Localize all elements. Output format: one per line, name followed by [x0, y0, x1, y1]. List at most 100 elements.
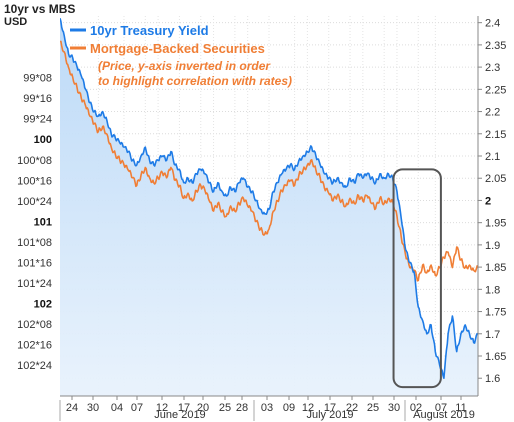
y-left-tick-9: 101*16 [17, 257, 52, 269]
treasury-point-1 [64, 35, 65, 36]
treasury-point-27 [175, 164, 176, 165]
treasury-point-28 [179, 169, 180, 170]
mbs-point-35 [209, 200, 210, 201]
treasury-point-85 [422, 320, 423, 321]
treasury-point-91 [448, 333, 449, 334]
x-tick-2: 04 [111, 402, 123, 414]
mbs-point-85 [422, 264, 423, 265]
treasury-point-62 [324, 173, 325, 174]
treasury-point-37 [217, 182, 218, 183]
mbs-point-54 [290, 180, 291, 181]
treasury-point-29 [183, 182, 184, 183]
treasury-point-38 [221, 191, 222, 192]
x-tick-5: 17 [178, 402, 190, 414]
mbs-point-79 [396, 216, 397, 217]
y-left-tick-7: 101 [34, 216, 52, 228]
mbs-point-41 [234, 211, 235, 212]
mbs-point-80 [401, 236, 402, 237]
y-left-unit: USD [4, 16, 27, 28]
treasury-point-25 [166, 160, 167, 161]
mbs-point-38 [221, 211, 222, 212]
y-right-tick-1: 2.35 [485, 40, 506, 52]
x-tick-3: 07 [131, 402, 143, 414]
mbs-point-61 [320, 177, 321, 178]
treasury-point-68 [349, 178, 350, 179]
mbs-point-2 [68, 67, 69, 68]
legend-label-mbs: Mortgage-Backed Securities [90, 41, 265, 56]
treasury-point-81 [405, 249, 406, 250]
y-right-tick-8: 2 [485, 195, 491, 207]
mbs-point-58 [307, 164, 308, 165]
mbs-point-95 [465, 267, 466, 268]
mbs-point-14 [119, 159, 120, 160]
mbs-point-57 [303, 169, 304, 170]
mbs-point-15 [123, 164, 124, 165]
mbs-point-6 [85, 105, 86, 106]
mbs-point-56 [298, 175, 299, 176]
y-right-tick-3: 2.25 [485, 84, 506, 96]
mbs-point-77 [388, 198, 389, 199]
y-left-tick-11: 102 [34, 299, 52, 311]
mbs-point-37 [217, 203, 218, 204]
chart-title: 10yr vs MBS [4, 2, 75, 16]
treasury-point-16 [128, 151, 129, 152]
treasury-point-93 [456, 351, 457, 352]
mbs-point-21 [149, 177, 150, 178]
y-left-tick-6: 100*24 [17, 196, 52, 208]
y-left-tick-13: 102*16 [17, 340, 52, 352]
month-label-0: June 2019 [154, 409, 205, 421]
mbs-point-50 [273, 211, 274, 212]
mbs-point-42 [239, 203, 240, 204]
x-tick-9: 03 [261, 402, 273, 414]
treasury-point-10 [102, 111, 103, 112]
treasury-point-36 [213, 191, 214, 192]
y-left-axis: 99*08 99*16 99*24 100 100*08 100*16 100*24 101 1… [17, 73, 52, 373]
treasury-point-95 [465, 324, 466, 325]
x-tick-6: 20 [197, 402, 209, 414]
treasury-point-66 [341, 182, 342, 183]
mbs-point-18 [136, 185, 137, 186]
mbs-point-12 [111, 146, 112, 147]
area-layer [60, 18, 478, 396]
treasury-point-70 [358, 173, 359, 174]
treasury-point-43 [243, 178, 244, 179]
y-left-tick-10: 101*24 [17, 278, 52, 290]
y-right-tick-16: 1.6 [485, 373, 500, 385]
treasury-point-47 [260, 209, 261, 210]
mbs-point-93 [456, 246, 457, 247]
treasury-point-21 [149, 160, 150, 161]
x-tick-15: 30 [388, 402, 400, 414]
x-tick-18: 11 [455, 402, 466, 414]
month-label-1: July 2019 [306, 409, 353, 421]
mbs-point-67 [345, 205, 346, 206]
x-tick-8: 28 [236, 402, 248, 414]
mbs-point-88 [435, 275, 436, 276]
mbs-point-52 [281, 190, 282, 191]
mbs-point-55 [294, 185, 295, 186]
mbs-point-46 [256, 221, 257, 222]
mbs-point-28 [179, 185, 180, 186]
y-left-tick-2: 99*24 [23, 114, 52, 126]
mbs-point-68 [349, 198, 350, 199]
x-tick-16: 02 [410, 402, 422, 414]
y-right-tick-9: 1.95 [485, 218, 506, 230]
treasury-point-0 [59, 18, 60, 19]
mbs-point-0 [59, 41, 60, 42]
mbs-point-43 [243, 198, 244, 199]
treasury-point-40 [230, 187, 231, 188]
mbs-point-66 [341, 200, 342, 201]
treasury-point-13 [115, 138, 116, 139]
mbs-point-29 [183, 198, 184, 199]
treasury-point-75 [379, 173, 380, 174]
x-tick-7: 25 [219, 402, 231, 414]
y-left-tick-1: 99*16 [23, 93, 52, 105]
treasury-point-92 [452, 315, 453, 316]
treasury-point-39 [226, 195, 227, 196]
treasury-point-44 [247, 187, 248, 188]
treasury-point-34 [204, 173, 205, 174]
mbs-point-81 [405, 254, 406, 255]
mbs-point-84 [418, 280, 419, 281]
treasury-point-33 [200, 169, 201, 170]
treasury-point-22 [153, 164, 154, 165]
